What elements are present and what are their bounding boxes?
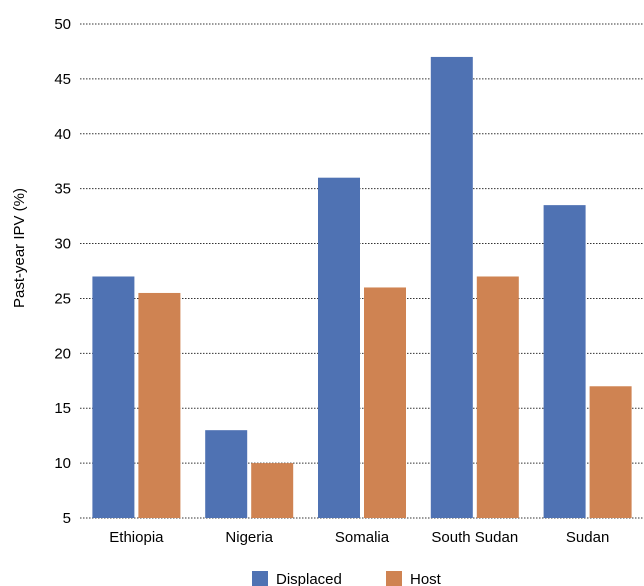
legend-label-host: Host: [410, 571, 442, 586]
bar-displaced-nigeria: [205, 430, 248, 518]
y-tick-label: 5: [63, 510, 71, 527]
bar-host-sudan: [589, 386, 632, 518]
x-tick-label: Ethiopia: [109, 529, 164, 546]
bar-displaced-somalia: [318, 177, 360, 518]
y-tick-label: 50: [54, 16, 71, 33]
bar-host-south-sudan: [476, 276, 519, 518]
legend-label-displaced: Displaced: [276, 571, 342, 586]
bar-host-ethiopia: [138, 292, 181, 518]
bar-displaced-south-sudan: [430, 56, 473, 518]
bar-host-somalia: [364, 287, 406, 518]
bar-displaced-ethiopia: [92, 276, 135, 518]
y-tick-label: 25: [54, 290, 71, 307]
bar-host-nigeria: [251, 463, 294, 518]
legend-swatch-host: [386, 571, 402, 586]
legend: Displaced Host: [252, 571, 442, 586]
legend-swatch-displaced: [252, 571, 268, 586]
y-tick-label: 30: [54, 236, 71, 253]
y-axis-label: Past-year IPV (%): [11, 188, 28, 308]
y-tick-label: 10: [54, 455, 71, 472]
y-tick-label: 20: [54, 345, 71, 362]
x-tick-label: South Sudan: [431, 529, 518, 546]
x-tick-label: Sudan: [566, 529, 609, 546]
y-tick-label: 35: [54, 181, 71, 198]
x-tick-label: Somalia: [335, 529, 390, 546]
y-tick-label: 45: [54, 71, 71, 88]
bars: [92, 56, 632, 518]
y-tick-labels: 5 10 15 20 25 30 35 40 45 50: [54, 16, 71, 527]
x-tick-label: Nigeria: [225, 529, 273, 546]
y-tick-label: 40: [54, 126, 71, 143]
y-tick-label: 15: [54, 400, 71, 417]
x-tick-labels: Ethiopia Nigeria Somalia South Sudan Sudan: [109, 529, 609, 546]
bar-displaced-sudan: [543, 205, 586, 518]
